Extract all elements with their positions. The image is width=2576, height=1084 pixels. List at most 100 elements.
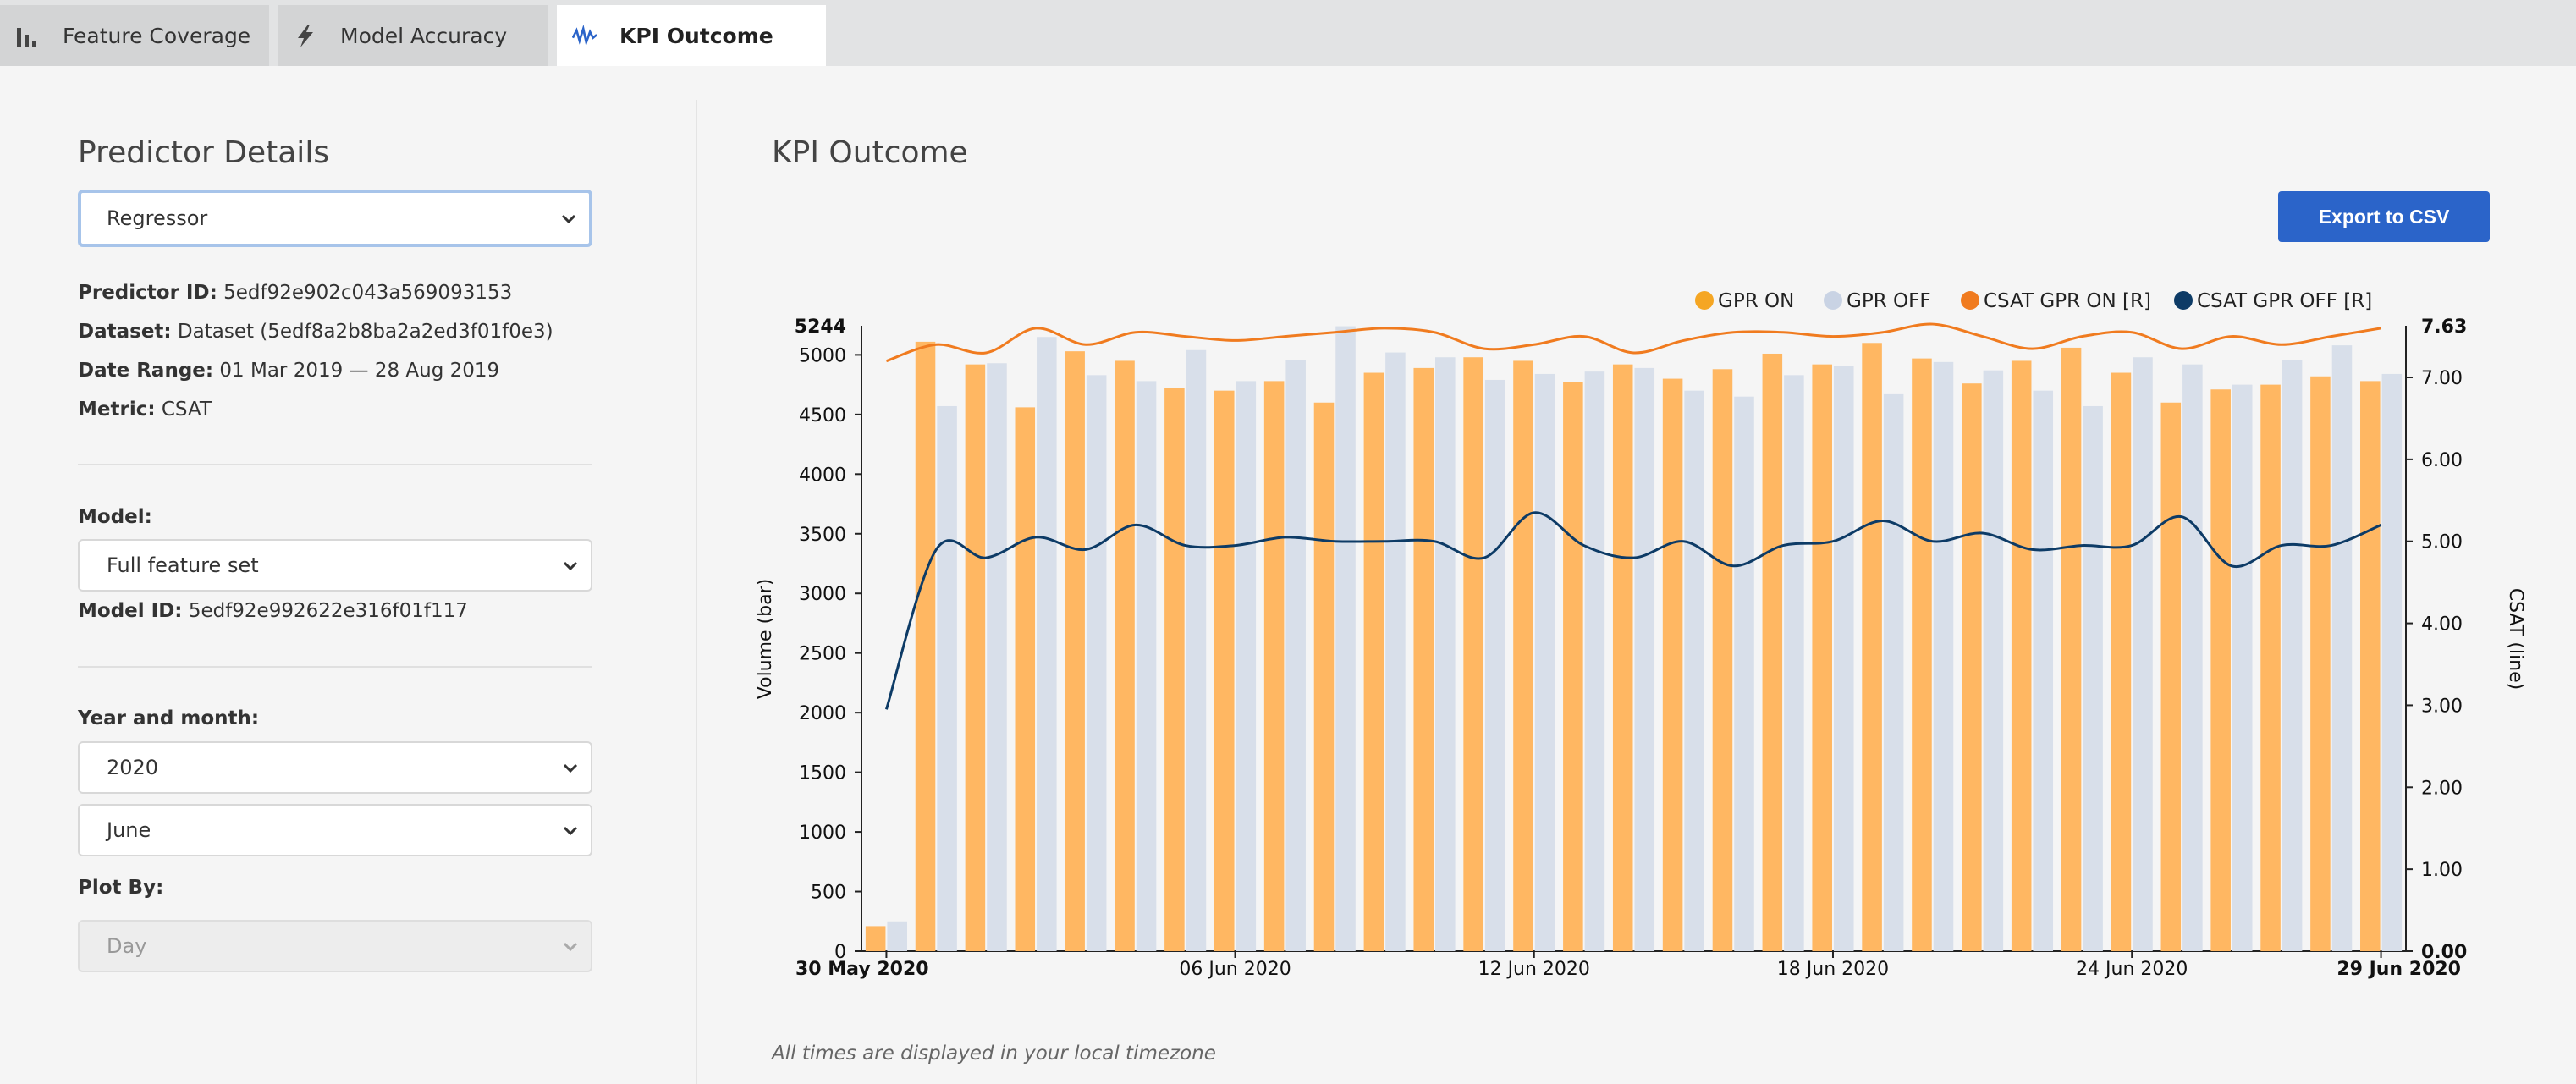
month-value: June [107,818,151,842]
legend-gpr-on-label: GPR ON [1718,290,1794,312]
plot-by-select: Day [78,920,592,972]
legend-csat-gpr-on-marker [1961,291,1979,310]
y-right-max-label: 7.63 [2421,316,2467,338]
line-csat-gpr-off [885,511,2382,710]
bar-gpr-off [1484,379,1505,952]
date-range-value: 01 Mar 2019 — 28 Aug 2019 [219,360,500,382]
panel-divider [696,100,697,1084]
model-label: Model: [78,506,152,528]
plot-by-value: Day [107,934,147,958]
x-tick-label: 12 Jun 2020 [1478,959,1590,980]
y-right-tick-label: 5.00 [2421,532,2463,553]
chevron-down-icon [560,555,581,575]
model-value: Full feature set [107,553,259,577]
x-tick-label: 06 Jun 2020 [1179,959,1291,980]
metric-line: Metric: CSAT [78,399,212,421]
bar-gpr-on [1612,364,1633,951]
tab-feature-coverage[interactable]: Feature Coverage [0,5,269,66]
y-left-tick-label: 2500 [799,644,846,665]
bar-gpr-off [1784,375,1804,951]
x-tick-label: 24 Jun 2020 [2076,959,2188,980]
bar-gpr-on [1015,407,1036,951]
year-value: 2020 [107,756,159,779]
bar-gpr-off [1933,361,1954,951]
y-right-tick-label: 6.00 [2421,450,2463,471]
y-left-tick-label: 3000 [799,584,846,605]
bar-gpr-off [1136,381,1157,951]
x-tick-label: 30 May 2020 [795,959,929,980]
date-range-line: Date Range: 01 Mar 2019 — 28 Aug 2019 [78,360,500,382]
year-month-label: Year and month: [78,707,260,729]
chevron-down-icon [560,820,581,840]
x-tick-label: 18 Jun 2020 [1777,959,1889,980]
bar-gpr-off [2133,357,2153,951]
bar-gpr-on [1463,357,1483,951]
y-left-tick-label: 4500 [799,405,846,426]
kpi-outcome-title: KPI Outcome [772,135,968,170]
bar-gpr-on [1263,381,1285,951]
y-left-tick-label: 4000 [799,465,846,486]
bar-gpr-on [1662,378,1683,951]
bar-gpr-off [1285,360,1306,952]
model-id-line: Model ID: 5edf92e992622e316f01f117 [78,600,468,622]
bar-chart-icon [15,23,41,48]
chevron-down-icon [559,208,579,228]
line-csat-gpr-on [885,322,2381,363]
bar-gpr-off [1385,352,1406,951]
bar-gpr-off [987,363,1007,951]
bar-gpr-on [1214,390,1235,951]
legend-csat-gpr-off-label: CSAT GPR OFF [R] [2197,290,2372,312]
bar-gpr-on [1413,367,1434,951]
tab-label: KPI Outcome [619,23,773,48]
predictor-type-select[interactable]: Regressor [78,190,592,247]
bar-gpr-on [2210,389,2231,951]
bar-gpr-off [1186,349,1207,951]
bar-gpr-off [1833,366,1854,952]
y-left-tick-label: 2000 [799,703,846,724]
bar-gpr-on [2160,402,2182,951]
bar-gpr-on [1065,351,1085,952]
lightning-icon [293,23,318,48]
y-right-tick-label: 2.00 [2421,778,2463,799]
bar-gpr-off [2381,373,2403,951]
bar-gpr-on [1762,353,1783,952]
y-right-tick-label: 3.00 [2421,696,2463,717]
model-select[interactable]: Full feature set [78,539,592,592]
bar-gpr-on [2310,376,2331,951]
bar-gpr-off [1335,326,1356,951]
chevron-down-icon [560,936,581,956]
chevron-down-icon [560,757,581,778]
year-select[interactable]: 2020 [78,741,592,794]
tab-model-accuracy[interactable]: Model Accuracy [278,5,548,66]
bar-gpr-off [1684,390,1704,951]
bar-gpr-off [1634,367,1655,951]
x-tick-label: 29 Jun 2020 [2337,959,2461,980]
legend-csat-gpr-off-marker [2174,291,2193,310]
tab-bar: Feature Coverage Model Accuracy KPI Outc… [0,0,2576,66]
bar-gpr-on [2260,384,2281,951]
bar-gpr-off [2033,390,2054,951]
bar-gpr-on [865,926,886,951]
tab-kpi-outcome[interactable]: KPI Outcome [557,5,826,66]
bar-gpr-off [937,405,957,952]
bar-gpr-off [1883,393,1904,951]
bar-gpr-on [1164,388,1185,951]
bar-gpr-on [1812,364,1832,951]
bar-gpr-on [2061,347,2082,951]
predictor-id-line: Predictor ID: 5edf92e902c043a569093153 [78,282,513,304]
y-axis-left-title: Volume (bar) [755,579,776,699]
separator [78,464,592,465]
tab-label: Model Accuracy [340,23,508,48]
bar-gpr-off [2182,364,2203,951]
y-right-tick-label: 7.00 [2421,368,2463,389]
bar-gpr-off [2083,405,2103,952]
bar-gpr-on [1313,402,1335,951]
dataset-value: Dataset (5edf8a2b8ba2a2ed3f01f0e3) [177,321,553,343]
bar-gpr-on [1912,358,1932,951]
export-csv-button[interactable]: Export to CSV [2278,191,2490,242]
legend-gpr-on-marker [1695,291,1714,310]
bar-gpr-off [1734,396,1754,951]
month-select[interactable]: June [78,804,592,856]
predictor-details-title: Predictor Details [78,135,330,170]
bar-gpr-off [887,921,907,951]
